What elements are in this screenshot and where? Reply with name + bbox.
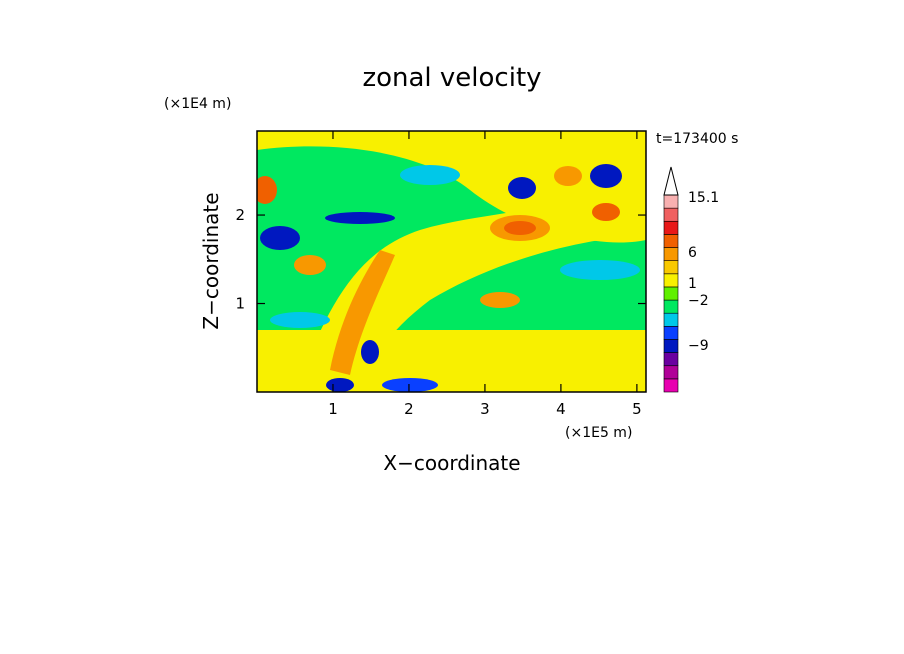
field-blob bbox=[361, 340, 379, 364]
field-blob bbox=[480, 292, 520, 308]
colorbar-segment bbox=[663, 207, 679, 222]
colorbar-segment bbox=[663, 286, 679, 301]
colorbar-segment bbox=[663, 365, 679, 380]
x-tick-label: 1 bbox=[328, 400, 338, 418]
colorbar-segment bbox=[663, 312, 679, 327]
x-unit-label: (×1E5 m) bbox=[565, 425, 632, 441]
colorbar-segment bbox=[663, 326, 679, 340]
field-blob bbox=[257, 176, 277, 204]
x-axis-label: X−coordinate bbox=[383, 451, 520, 475]
colorbar-label: 15.1 bbox=[688, 190, 719, 206]
colorbar-segment bbox=[663, 339, 679, 353]
colorbar-segment bbox=[663, 247, 679, 261]
colorbar-segment bbox=[663, 260, 679, 275]
x-axis: 1 2 3 4 5 bbox=[328, 131, 642, 418]
chart-title: zonal velocity bbox=[362, 63, 541, 93]
colorbar-segment bbox=[663, 194, 679, 209]
field-blob bbox=[382, 378, 438, 392]
plot-frame bbox=[256, 130, 647, 393]
colorbar-extend-arrow bbox=[663, 166, 679, 196]
y-unit-label: (×1E4 m) bbox=[164, 96, 231, 112]
field-blob bbox=[294, 255, 326, 275]
field-blob bbox=[554, 166, 582, 186]
colorbar-segment bbox=[663, 234, 679, 248]
colorbar-segment bbox=[663, 220, 679, 235]
x-tick-label: 3 bbox=[480, 400, 490, 418]
field-blob bbox=[504, 221, 536, 235]
y-axis-label: Z−coordinate bbox=[199, 192, 223, 329]
colorbar-label: −9 bbox=[688, 338, 709, 354]
colorbar-label: 6 bbox=[688, 245, 697, 261]
colorbar-segment bbox=[663, 352, 679, 367]
y-tick-label: 1 bbox=[235, 295, 245, 313]
x-tick-label: 4 bbox=[556, 400, 566, 418]
y-tick-label: 2 bbox=[235, 206, 245, 224]
field-blob bbox=[325, 212, 395, 224]
colorbar-label: 1 bbox=[688, 276, 697, 292]
field-blob bbox=[260, 226, 300, 250]
field-blob bbox=[326, 378, 354, 392]
colorbar: 15.1 6 1−2 −9 bbox=[663, 166, 719, 393]
field-blob bbox=[590, 164, 622, 188]
field-blob bbox=[592, 203, 620, 221]
field-orange-ridge bbox=[330, 250, 395, 375]
y-axis: 12 bbox=[235, 206, 646, 313]
colorbar-segment bbox=[663, 273, 679, 288]
x-tick-label: 2 bbox=[404, 400, 414, 418]
x-tick-label: 5 bbox=[632, 400, 642, 418]
time-label: t=173400 s bbox=[656, 131, 738, 147]
field-blob bbox=[270, 312, 330, 328]
colorbar-label: −2 bbox=[688, 293, 709, 309]
contour-field bbox=[257, 131, 646, 392]
field-blob bbox=[400, 165, 460, 185]
colorbar-segment bbox=[663, 378, 679, 393]
field-blob bbox=[560, 260, 640, 280]
colorbar-segment bbox=[663, 299, 679, 314]
field-blob bbox=[508, 177, 536, 199]
